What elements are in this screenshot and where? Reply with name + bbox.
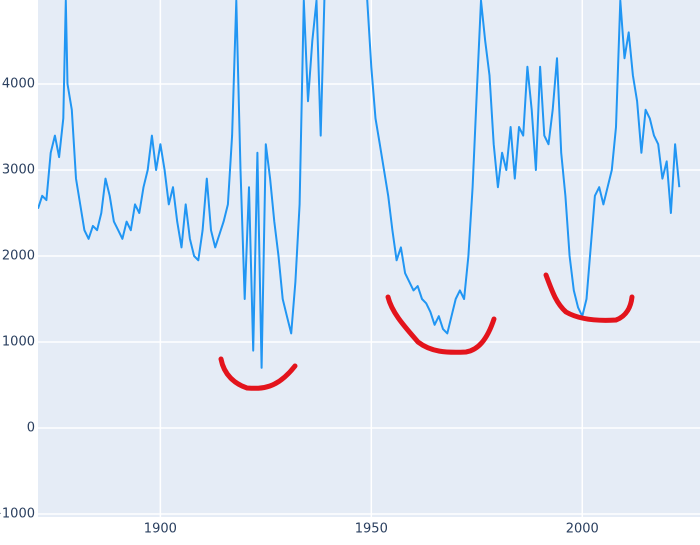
y-tick-label: 4000 (2, 77, 35, 92)
x-tick-label: 1950 (355, 522, 388, 537)
data-line (38, 0, 681, 369)
lines (38, 0, 681, 369)
labels: −1000 0 1000 2000 3000 4000 1900 1950 2000 (0, 77, 599, 537)
x-tick-label: 1900 (144, 522, 177, 537)
y-tick-label: 3000 (2, 163, 35, 178)
annotations (218, 272, 635, 391)
freehand-mark (218, 356, 298, 391)
x-tick-label: 2000 (566, 522, 599, 537)
freehand-mark (543, 272, 635, 323)
y-tick-label: 1000 (2, 335, 35, 350)
plot-background (38, 0, 700, 517)
y-tick-label: −1000 (0, 506, 35, 521)
y-tick-label: 0 (27, 420, 35, 435)
y-tick-label: 2000 (2, 249, 35, 264)
freehand-mark (385, 294, 497, 355)
